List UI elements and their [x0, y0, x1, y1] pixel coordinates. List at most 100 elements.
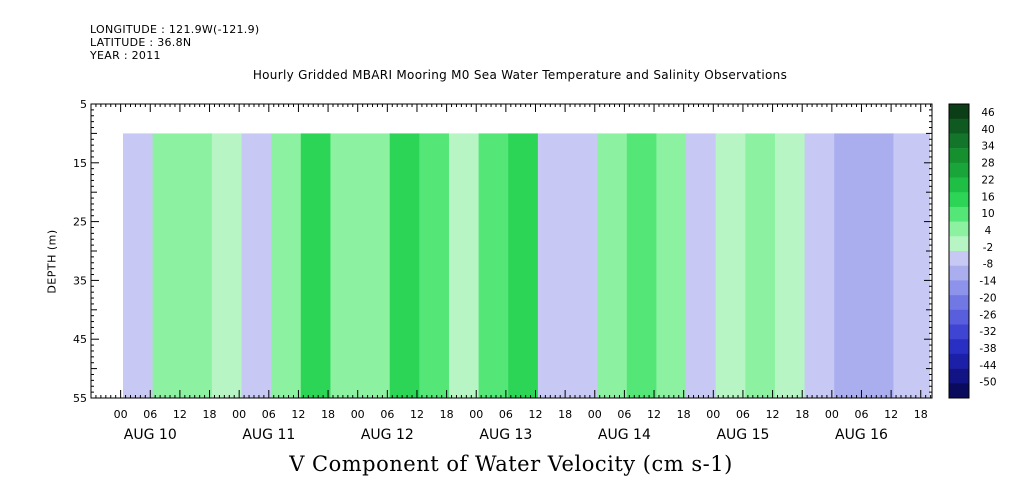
heatmap-cell — [597, 133, 628, 398]
x-hour-label: 12 — [884, 408, 898, 421]
colorbar-swatch — [949, 353, 969, 369]
colorbar-swatch — [949, 221, 969, 237]
heatmap-cell — [123, 133, 154, 398]
heatmap-cell — [893, 133, 924, 398]
colorbar-swatch — [949, 118, 969, 134]
colorbar-label: 10 — [981, 208, 994, 220]
colorbar-label: 16 — [981, 191, 995, 203]
heatmap-cell — [774, 133, 806, 398]
x-hour-label: 00 — [706, 408, 720, 421]
y-tick-label: 25 — [73, 216, 87, 229]
colorbar-swatch — [949, 133, 969, 149]
x-hour-label: 18 — [440, 408, 454, 421]
colorbar-label: 40 — [981, 124, 994, 136]
colorbar-label: 28 — [981, 158, 994, 170]
x-hour-label: 06 — [499, 408, 513, 421]
colorbar-label: 4 — [985, 225, 992, 237]
x-day-label: AUG 16 — [835, 427, 888, 443]
colorbar-swatch — [949, 309, 969, 325]
heatmap-cell — [152, 133, 183, 398]
heatmap-cell — [508, 133, 539, 398]
colorbar-label: 22 — [981, 174, 994, 186]
x-hour-label: 06 — [380, 408, 394, 421]
x-day-label: AUG 14 — [598, 427, 651, 443]
x-hour-label: 12 — [766, 408, 780, 421]
year-label: YEAR : 2011 — [90, 49, 161, 62]
heatmap-cell — [715, 133, 746, 398]
colorbar-swatch — [949, 295, 969, 311]
x-hour-label: 12 — [291, 408, 305, 421]
x-hour-label: 12 — [173, 408, 187, 421]
heatmap-cell — [360, 133, 391, 398]
x-day-label: AUG 15 — [716, 427, 769, 443]
heatmap-cell — [330, 133, 361, 398]
heatmap-cell — [211, 133, 243, 398]
heatmap-cell — [241, 133, 272, 398]
x-hour-label: 06 — [143, 408, 157, 421]
colorbar-label: -20 — [979, 292, 996, 304]
colorbar-label: -38 — [979, 343, 996, 355]
x-day-label: AUG 12 — [361, 427, 414, 443]
x-hour-label: 18 — [558, 408, 572, 421]
heatmap-cell — [686, 133, 717, 398]
x-day-label: AUG 10 — [124, 427, 177, 443]
colorbar-label: -2 — [983, 242, 993, 254]
colorbar-swatch — [949, 324, 969, 340]
x-hour-label: 18 — [677, 408, 691, 421]
x-hour-label: 00 — [825, 408, 839, 421]
y-tick-label: 5 — [80, 98, 87, 111]
colorbar-label: -26 — [979, 309, 996, 321]
colorbar-label: -32 — [979, 326, 996, 338]
x-hour-label: 18 — [203, 408, 217, 421]
x-hour-label: 06 — [736, 408, 750, 421]
x-hour-label: 00 — [351, 408, 365, 421]
y-tick-label: 55 — [73, 392, 87, 405]
x-hour-label: 00 — [588, 408, 602, 421]
colorbar-label: -8 — [983, 259, 993, 271]
x-hour-label: 06 — [854, 408, 868, 421]
colorbar-frame — [948, 103, 970, 399]
colorbar-label: 46 — [981, 107, 995, 119]
x-hour-label: 18 — [914, 408, 928, 421]
x-hour-label: 00 — [232, 408, 246, 421]
heatmap-cell — [745, 133, 776, 398]
x-axis-label: V Component of Water Velocity (cm s-1) — [289, 452, 733, 476]
colorbar-swatch — [949, 206, 969, 222]
heatmap-cell — [567, 133, 598, 398]
heatmap-cell — [182, 133, 213, 398]
heatmap-cell — [448, 133, 480, 398]
y-tick-label: 15 — [73, 157, 87, 170]
x-hour-label: 06 — [617, 408, 631, 421]
x-hour-label: 00 — [114, 408, 128, 421]
heatmap-cell — [656, 133, 687, 398]
y-tick-label: 35 — [73, 274, 87, 287]
x-hour-label: 06 — [262, 408, 276, 421]
colorbar-swatch — [949, 192, 969, 208]
heatmap-cell — [271, 133, 302, 398]
colorbar-swatch — [949, 162, 969, 178]
colorbar-swatch — [949, 265, 969, 281]
heatmap-cell — [863, 133, 894, 398]
colorbar-label: 34 — [981, 141, 995, 153]
colorbar-swatch — [949, 368, 969, 384]
x-day-label: AUG 11 — [242, 427, 295, 443]
x-hour-label: 12 — [529, 408, 543, 421]
heatmap-cell — [626, 133, 657, 398]
colorbar-swatch — [949, 280, 969, 296]
y-tick-label: 45 — [73, 333, 87, 346]
colorbar-swatch — [949, 383, 969, 399]
x-hour-label: 18 — [321, 408, 335, 421]
x-hour-label: 00 — [469, 408, 483, 421]
heatmap-cell — [537, 133, 569, 398]
heatmap-cell — [300, 133, 331, 398]
heatmap-cell — [834, 133, 865, 398]
heatmap-cell — [389, 133, 420, 398]
colorbar-swatch — [949, 251, 969, 266]
colorbar-label: -50 — [979, 377, 996, 389]
x-hour-label: 12 — [410, 408, 424, 421]
x-hour-label: 18 — [795, 408, 809, 421]
x-day-label: AUG 13 — [479, 427, 532, 443]
latitude-label: LATITUDE : 36.8N — [90, 36, 192, 49]
colorbar-label: -44 — [979, 360, 996, 372]
